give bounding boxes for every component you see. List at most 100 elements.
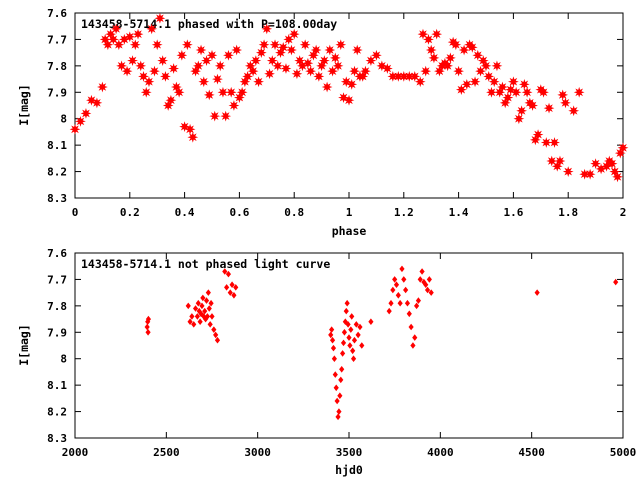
data-point	[357, 71, 369, 82]
data-point	[386, 307, 392, 315]
data-point	[543, 102, 555, 114]
data-point	[573, 86, 585, 98]
data-point	[349, 313, 355, 320]
data-point	[198, 310, 204, 318]
data-point	[390, 286, 396, 294]
data-point	[234, 92, 245, 103]
data-point	[280, 63, 292, 74]
data-point	[253, 76, 264, 88]
data-point	[584, 168, 596, 180]
data-point	[168, 63, 180, 74]
data-point	[242, 71, 254, 82]
y-ticks: 7.6 7.7 7.8 7.9 8 8.1 8.2 8.3	[47, 247, 623, 445]
data-point	[192, 305, 199, 312]
data-point	[392, 71, 404, 82]
data-point	[404, 299, 411, 307]
data-points	[144, 265, 619, 421]
data-point	[350, 355, 357, 362]
data-point	[286, 44, 297, 56]
data-point	[127, 55, 138, 66]
data-point	[264, 68, 275, 80]
data-point	[107, 34, 119, 45]
data-point	[426, 276, 432, 283]
data-point	[368, 318, 374, 325]
data-point	[145, 329, 151, 336]
data-point	[116, 60, 127, 72]
x-tick-label: 5000	[610, 446, 637, 459]
data-point	[419, 268, 425, 275]
data-point	[415, 297, 421, 304]
y-tick-label: 8.2	[47, 406, 67, 419]
data-point	[532, 129, 544, 140]
data-point	[420, 65, 432, 77]
y-ticks: 7.6 7.7 7.8 7.9 8 8.1 8.2 8.3	[47, 7, 623, 205]
data-point	[351, 44, 363, 56]
data-point	[414, 302, 420, 310]
x-tick-label: 2000	[62, 446, 89, 459]
data-point	[299, 39, 311, 51]
data-point	[475, 65, 486, 77]
data-point	[562, 166, 574, 177]
data-point	[347, 342, 353, 349]
data-point	[497, 81, 508, 93]
x-tick-label: 1.8	[558, 206, 578, 219]
data-point	[469, 76, 481, 88]
data-point	[518, 78, 530, 90]
data-point	[266, 55, 278, 66]
y-tick-label: 8	[60, 353, 67, 366]
y-tick-label: 8.1	[47, 139, 67, 152]
data-point	[557, 89, 569, 101]
data-point	[417, 28, 429, 40]
data-point	[338, 376, 344, 384]
data-point	[595, 163, 607, 175]
data-point	[105, 28, 116, 40]
data-point	[324, 44, 336, 56]
data-point	[414, 76, 426, 88]
y-tick-label: 7.8	[47, 300, 67, 313]
data-point	[247, 65, 259, 77]
data-point	[477, 55, 489, 66]
data-point	[609, 166, 621, 177]
data-point	[192, 60, 204, 72]
data-point	[466, 41, 478, 53]
data-point	[342, 318, 348, 325]
data-point	[302, 57, 314, 69]
data-point	[170, 81, 182, 93]
data-point	[110, 23, 122, 35]
data-point	[203, 89, 215, 101]
data-point	[513, 113, 525, 125]
data-point	[99, 34, 111, 45]
data-point	[162, 100, 174, 111]
data-point	[365, 55, 377, 66]
data-point	[160, 71, 171, 82]
data-point	[211, 326, 217, 333]
data-point	[345, 321, 351, 328]
data-point	[340, 339, 347, 347]
data-point	[516, 105, 527, 117]
x-tick-label: 3500	[336, 446, 363, 459]
data-point	[165, 94, 177, 106]
data-point	[350, 347, 356, 355]
data-point	[353, 321, 359, 328]
data-point	[187, 318, 193, 325]
phased-light-curve-panel: 143458-5714.1 phased with P=108.00day ph…	[17, 7, 629, 238]
y-tick-label: 7.9	[47, 86, 67, 99]
data-point	[118, 34, 130, 45]
data-point	[499, 97, 511, 109]
data-point	[272, 60, 284, 72]
data-point	[376, 60, 388, 72]
data-point	[339, 366, 345, 373]
data-point	[334, 397, 340, 405]
x-tick-label: 1.2	[394, 206, 414, 219]
data-point	[425, 44, 437, 56]
y-tick-label: 7.7	[47, 33, 67, 46]
data-point	[399, 265, 405, 273]
data-point	[283, 34, 295, 45]
data-point	[69, 123, 81, 135]
data-point	[612, 171, 623, 183]
data-point	[206, 49, 218, 61]
data-point	[332, 60, 344, 72]
data-point	[434, 65, 445, 77]
data-point	[472, 49, 484, 61]
